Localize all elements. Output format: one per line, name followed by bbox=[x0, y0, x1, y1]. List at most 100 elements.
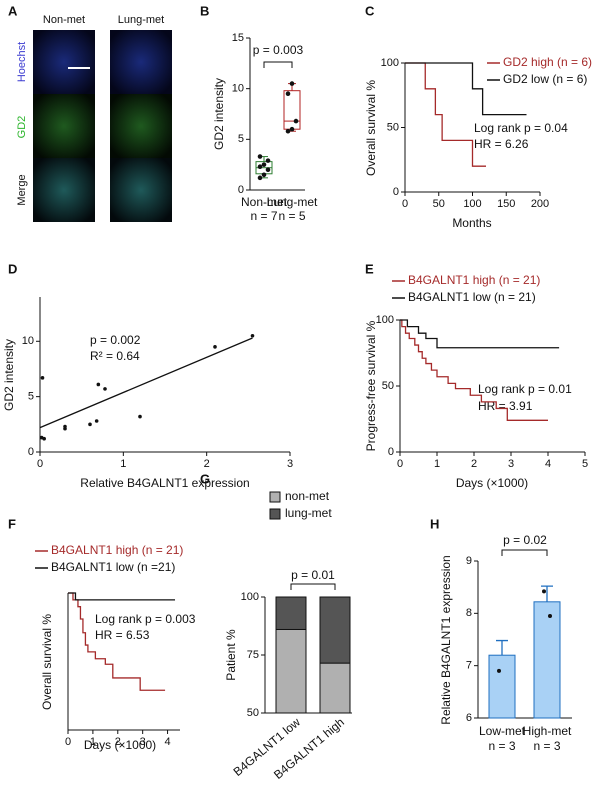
y-axis-label: Progress-free survival % bbox=[364, 320, 378, 451]
y-tick-label: 10 bbox=[22, 335, 34, 347]
y-tick-label: 100 bbox=[376, 314, 394, 326]
legend-label: B4GALNT1 low (n =21) bbox=[51, 560, 175, 574]
point bbox=[257, 154, 263, 159]
panel-letter: F bbox=[8, 516, 16, 531]
panel: F 0 1 2 3 4 Overall survival % Days (×1000) Log … bbox=[8, 516, 196, 752]
point bbox=[542, 589, 546, 594]
panel: C 0 50 100 0 50 100 150 200 Overall survival % Mon… bbox=[364, 3, 592, 230]
y-tick-label: 9 bbox=[466, 555, 472, 567]
x-tick-label: 2 bbox=[204, 458, 210, 470]
annotation: p = 0.002 bbox=[90, 333, 141, 347]
legend-label: lung-met bbox=[285, 506, 332, 520]
point bbox=[257, 175, 263, 181]
legend-swatch bbox=[269, 491, 281, 503]
point bbox=[257, 164, 263, 169]
annotation: HR = 6.26 bbox=[474, 137, 529, 151]
y-tick-label: 100 bbox=[241, 591, 259, 603]
point bbox=[293, 118, 299, 124]
bar-segment bbox=[319, 596, 351, 664]
annotation: Log rank p = 0.04 bbox=[474, 121, 568, 135]
column-label: Lung-met bbox=[118, 14, 164, 26]
annotation: Log rank p = 0.003 bbox=[95, 612, 196, 626]
x-tick-label: 1 bbox=[434, 458, 440, 470]
x-tick-label: 0 bbox=[37, 458, 43, 470]
y-tick-label: 6 bbox=[466, 712, 472, 724]
y-axis-label: GD2 intensity bbox=[2, 339, 16, 411]
annotation: p = 0.003 bbox=[253, 43, 304, 57]
point bbox=[63, 424, 67, 429]
point bbox=[289, 126, 295, 132]
point bbox=[285, 128, 291, 134]
x-tick-label: 2 bbox=[115, 736, 121, 748]
point bbox=[548, 613, 552, 618]
point bbox=[265, 158, 271, 163]
point bbox=[94, 419, 99, 423]
y-tick-label: 100 bbox=[381, 57, 399, 69]
n-label: n = 3 bbox=[488, 739, 515, 753]
row-label: Merge bbox=[16, 174, 28, 205]
x-tick-label: Lung-met bbox=[267, 195, 318, 209]
y-tick-label: 5 bbox=[238, 133, 244, 145]
y-tick-label: 7 bbox=[466, 660, 472, 672]
bar-segment bbox=[319, 662, 351, 714]
x-tick-label: 0 bbox=[402, 198, 408, 210]
y-axis-label: Relative B4GALNT1 expression bbox=[439, 555, 453, 724]
y-tick-label: 0 bbox=[388, 446, 394, 458]
x-tick-label: 5 bbox=[582, 458, 588, 470]
x-tick-label: 3 bbox=[508, 458, 514, 470]
panel-letter: H bbox=[430, 516, 439, 531]
point bbox=[261, 172, 267, 178]
x-tick-label: 1 bbox=[90, 736, 96, 748]
x-tick-label: 3 bbox=[140, 736, 146, 748]
panel-letter: G bbox=[200, 471, 210, 486]
point bbox=[265, 167, 271, 173]
survival-line bbox=[400, 319, 548, 421]
box bbox=[283, 90, 301, 130]
y-tick-label: 5 bbox=[28, 391, 34, 403]
image bbox=[110, 94, 172, 158]
panel-letter: D bbox=[8, 261, 17, 276]
x-tick-label: 2 bbox=[471, 458, 477, 470]
x-tick-label: Non-met bbox=[241, 195, 288, 209]
x-tick-label: 200 bbox=[531, 198, 549, 210]
x-tick-label: 150 bbox=[497, 198, 515, 210]
panel: D 0 5 10 0 1 2 3 GD2 intensity Relative B4GALNT1 … bbox=[2, 261, 293, 490]
panel-letter: E bbox=[365, 261, 374, 276]
bar bbox=[533, 601, 561, 719]
row-label: Hoechst bbox=[16, 42, 28, 82]
error-bar bbox=[541, 585, 553, 602]
legend-label: B4GALNT1 low (n = 21) bbox=[408, 290, 536, 304]
legend-label: B4GALNT1 high (n = 21) bbox=[408, 273, 540, 287]
significance-bracket bbox=[501, 549, 548, 556]
x-axis-label: Months bbox=[452, 216, 491, 230]
legend-label: non-met bbox=[285, 489, 330, 503]
x-tick-label: 100 bbox=[463, 198, 481, 210]
bar-segment bbox=[275, 596, 307, 630]
image bbox=[33, 94, 95, 158]
panel: E 0 50 100 0 1 2 3 4 5 Progress-free survival % Day… bbox=[364, 261, 588, 490]
panel-letter: C bbox=[365, 3, 375, 18]
y-tick-label: 15 bbox=[232, 32, 244, 44]
y-tick-label: 50 bbox=[382, 380, 394, 392]
n-label: n = 7 bbox=[250, 209, 277, 223]
panel-letter: B bbox=[200, 3, 209, 18]
point bbox=[88, 422, 92, 427]
point bbox=[103, 387, 107, 391]
annotation: p = 0.01 bbox=[291, 568, 335, 582]
x-tick-label: 0 bbox=[397, 458, 403, 470]
x-tick-label: 4 bbox=[545, 458, 551, 470]
y-axis-label: Patient % bbox=[224, 629, 238, 681]
bar-segment bbox=[275, 628, 307, 714]
point bbox=[213, 345, 217, 349]
x-tick-label: 50 bbox=[433, 198, 445, 210]
survival-line bbox=[400, 319, 560, 349]
annotation: p = 0.02 bbox=[503, 533, 547, 547]
y-tick-label: 0 bbox=[393, 186, 399, 198]
significance-bracket bbox=[290, 583, 336, 590]
annotation: HR = 6.53 bbox=[95, 628, 150, 642]
legend-label: B4GALNT1 high (n = 21) bbox=[51, 543, 183, 557]
annotation: HR = 3.91 bbox=[478, 399, 533, 413]
panel: H 6 7 8 9 Relative B4GALNT1 expression p = 0.0… bbox=[430, 516, 572, 753]
survival-line bbox=[405, 62, 527, 116]
